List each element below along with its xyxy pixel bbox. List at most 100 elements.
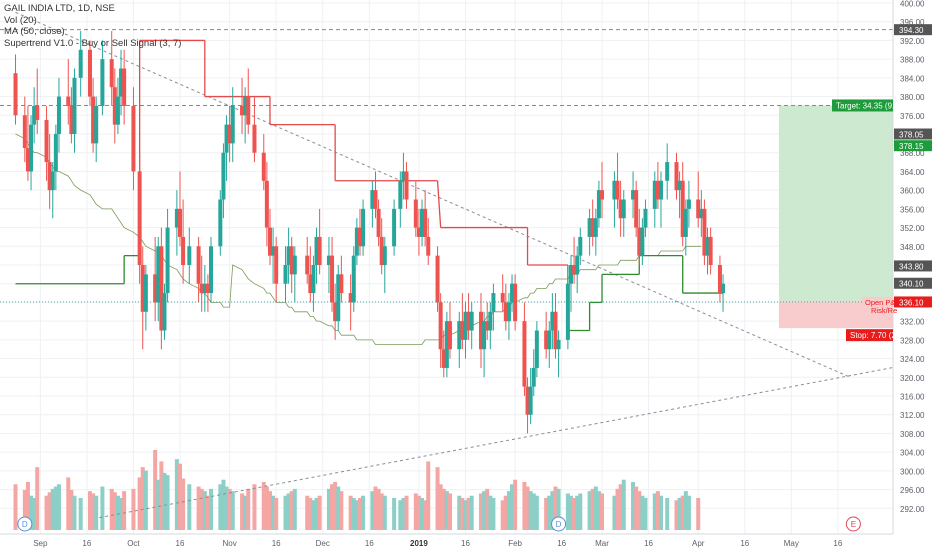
candle-body[interactable]: [348, 293, 353, 303]
candle-body[interactable]: [354, 227, 359, 256]
candle-body[interactable]: [553, 311, 558, 350]
candle-body[interactable]: [230, 105, 235, 144]
candle-body[interactable]: [143, 274, 148, 312]
candle-body[interactable]: [544, 330, 549, 350]
candle-body[interactable]: [159, 246, 164, 331]
candle-body[interactable]: [621, 199, 626, 219]
candle-body[interactable]: [444, 321, 449, 368]
candle-body[interactable]: [196, 246, 201, 284]
candle-body[interactable]: [202, 283, 207, 294]
candle-body[interactable]: [618, 199, 623, 219]
candle-body[interactable]: [47, 162, 52, 191]
candle-body[interactable]: [177, 208, 182, 237]
candle-body[interactable]: [218, 199, 223, 247]
candle-body[interactable]: [243, 96, 248, 116]
candle-body[interactable]: [373, 190, 378, 209]
candle-body[interactable]: [22, 115, 27, 149]
candle-body[interactable]: [568, 265, 573, 284]
candle-body[interactable]: [683, 208, 688, 237]
candle-body[interactable]: [25, 148, 30, 172]
candle-body[interactable]: [593, 218, 598, 237]
candle-body[interactable]: [556, 339, 561, 350]
candle-body[interactable]: [572, 265, 577, 275]
candle-body[interactable]: [137, 171, 142, 265]
stop-label-badge[interactable]: [846, 329, 893, 342]
candle-body[interactable]: [634, 190, 639, 228]
candle-body[interactable]: [209, 246, 214, 294]
candle-body[interactable]: [252, 124, 257, 153]
candle-body[interactable]: [506, 302, 511, 322]
candle-body[interactable]: [438, 302, 443, 350]
candle-body[interactable]: [658, 180, 663, 200]
candle-body[interactable]: [283, 265, 288, 284]
candle-body[interactable]: [717, 265, 722, 294]
candle-body[interactable]: [205, 283, 210, 294]
candle-body[interactable]: [32, 105, 37, 125]
candle-body[interactable]: [547, 330, 552, 350]
event-marker-earnings[interactable]: [845, 516, 861, 532]
supertrend-indicator-label[interactable]: Supertrend V1.0 - Buy or Sell Signal (3,…: [4, 37, 182, 49]
candle-body[interactable]: [469, 311, 474, 331]
candle-body[interactable]: [109, 59, 114, 88]
candle-body[interactable]: [441, 349, 446, 368]
candle-body[interactable]: [50, 171, 55, 191]
candle-body[interactable]: [174, 208, 179, 228]
candle-body[interactable]: [227, 124, 232, 144]
candle-body[interactable]: [261, 152, 266, 181]
candle-body[interactable]: [339, 274, 344, 294]
candle-body[interactable]: [637, 227, 642, 256]
candle-body[interactable]: [721, 283, 726, 294]
candle-body[interactable]: [643, 208, 648, 228]
trend-line[interactable]: [15, 11, 851, 378]
candle-body[interactable]: [482, 321, 487, 350]
candle-body[interactable]: [578, 236, 583, 256]
candle-body[interactable]: [379, 236, 384, 265]
event-marker-dividend[interactable]: [551, 516, 567, 532]
candle-body[interactable]: [153, 274, 158, 303]
candle-body[interactable]: [423, 208, 428, 237]
candle-body[interactable]: [240, 105, 245, 116]
candle-body[interactable]: [401, 171, 406, 181]
candle-body[interactable]: [466, 311, 471, 331]
candle-body[interactable]: [680, 180, 685, 237]
candle-body[interactable]: [665, 162, 670, 181]
candle-body[interactable]: [398, 180, 403, 209]
candle-body[interactable]: [587, 218, 592, 237]
candle-body[interactable]: [292, 255, 297, 275]
candle-body[interactable]: [317, 236, 322, 265]
candle-body[interactable]: [705, 236, 710, 256]
candle-body[interactable]: [708, 236, 713, 265]
candle-body[interactable]: [696, 199, 701, 219]
candle-body[interactable]: [333, 302, 338, 322]
candle-body[interactable]: [525, 386, 530, 415]
candle-body[interactable]: [314, 236, 319, 265]
candle-body[interactable]: [491, 293, 496, 312]
candle-body[interactable]: [392, 208, 397, 247]
candle-body[interactable]: [655, 180, 660, 200]
candle-body[interactable]: [199, 283, 204, 294]
candle-body[interactable]: [289, 246, 294, 275]
candle-body[interactable]: [119, 68, 124, 97]
candle-body[interactable]: [181, 236, 186, 265]
candle-body[interactable]: [308, 274, 313, 294]
candle-body[interactable]: [336, 274, 341, 322]
open-pnl-badge[interactable]: [862, 296, 893, 313]
candle-body[interactable]: [478, 311, 483, 350]
candle-body[interactable]: [596, 190, 601, 219]
candle-body[interactable]: [100, 59, 105, 106]
candle-body[interactable]: [550, 311, 555, 331]
candle-body[interactable]: [221, 152, 226, 200]
candle-body[interactable]: [488, 311, 493, 331]
candle-body[interactable]: [162, 293, 167, 331]
candle-body[interactable]: [416, 227, 421, 237]
candle-body[interactable]: [264, 180, 269, 228]
candle-body[interactable]: [510, 283, 515, 303]
target-label-badge[interactable]: [832, 99, 893, 112]
candle-body[interactable]: [590, 218, 595, 237]
candle-body[interactable]: [56, 96, 61, 134]
event-marker-dividend[interactable]: [17, 516, 33, 532]
candle-body[interactable]: [485, 321, 490, 331]
candle-body[interactable]: [69, 105, 74, 134]
